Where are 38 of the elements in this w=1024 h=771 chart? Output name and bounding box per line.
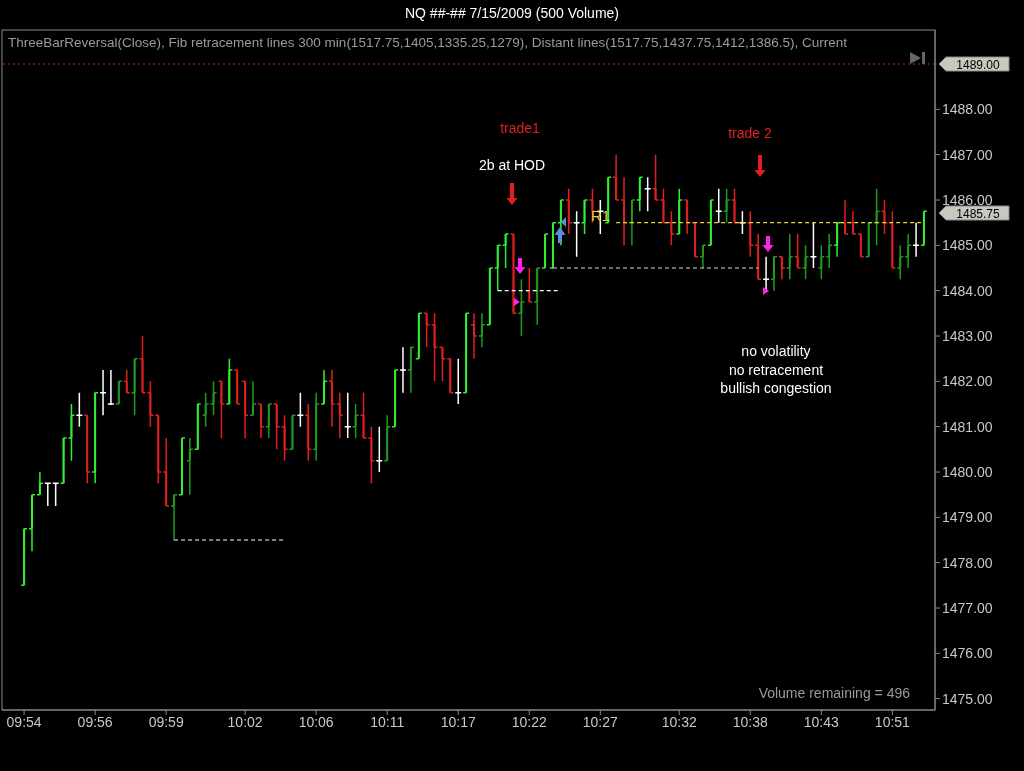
chart-title: NQ ##-## 7/15/2009 (500 Volume) xyxy=(404,4,620,23)
y-tick-label: 1475.00 xyxy=(942,690,993,707)
y-tick-label: 1481.00 xyxy=(942,418,993,435)
y-tick-label: 1476.00 xyxy=(942,645,993,662)
annotation: bullish congestion xyxy=(720,380,832,396)
x-tick-label: 10:22 xyxy=(511,713,547,730)
x-tick-label: 10:02 xyxy=(227,713,263,730)
x-tick-label: 10:11 xyxy=(370,713,405,730)
y-tick-label: 1486.00 xyxy=(942,191,993,208)
y-tick-label: 1484.00 xyxy=(942,282,993,299)
annotation: 2b at HOD xyxy=(478,157,546,173)
annotation: trade 2 xyxy=(728,125,772,141)
x-tick-label: 10:38 xyxy=(732,713,769,730)
ref-line-label: 1489.00 xyxy=(956,57,1001,72)
x-tick-label: 10:32 xyxy=(661,713,697,730)
y-tick-label: 1480.00 xyxy=(942,463,993,480)
annotation: no volatility xyxy=(741,343,811,359)
y-tick-label: 1478.00 xyxy=(942,554,993,571)
x-tick-label: 10:17 xyxy=(440,713,476,730)
x-tick-label: 09:59 xyxy=(148,713,184,730)
x-tick-label: 10:27 xyxy=(582,713,619,730)
x-tick-label: 10:51 xyxy=(874,713,911,730)
text: 1485.75 xyxy=(956,206,1001,221)
x-tick-label: 10:43 xyxy=(803,713,840,730)
y-tick-label: 1482.00 xyxy=(942,373,993,390)
y-tick-label: 1488.00 xyxy=(942,101,993,118)
x-tick-label: 09:56 xyxy=(77,713,113,730)
annotation: ThreeBarReversal(Close), Fib retracement lines 300 min(1517.75,1405,1335.25,1279), Distant lines(1517.75,1437.75,1412,1386.5), Current xyxy=(8,35,848,50)
y-tick-label: 1487.00 xyxy=(942,146,993,163)
y-tick-label: 1477.00 xyxy=(942,599,993,616)
y-tick-label: 1485.00 xyxy=(942,237,993,254)
annotation: trade1 xyxy=(500,120,541,136)
y-tick-label: 1483.00 xyxy=(942,327,993,344)
x-tick-label: 10:06 xyxy=(298,713,334,730)
annotation: no retracement xyxy=(728,362,824,378)
y-tick-label: 1479.00 xyxy=(942,509,993,526)
x-tick-label: 09:54 xyxy=(6,713,42,730)
annotation: Volume remaining = 496 xyxy=(758,685,911,701)
